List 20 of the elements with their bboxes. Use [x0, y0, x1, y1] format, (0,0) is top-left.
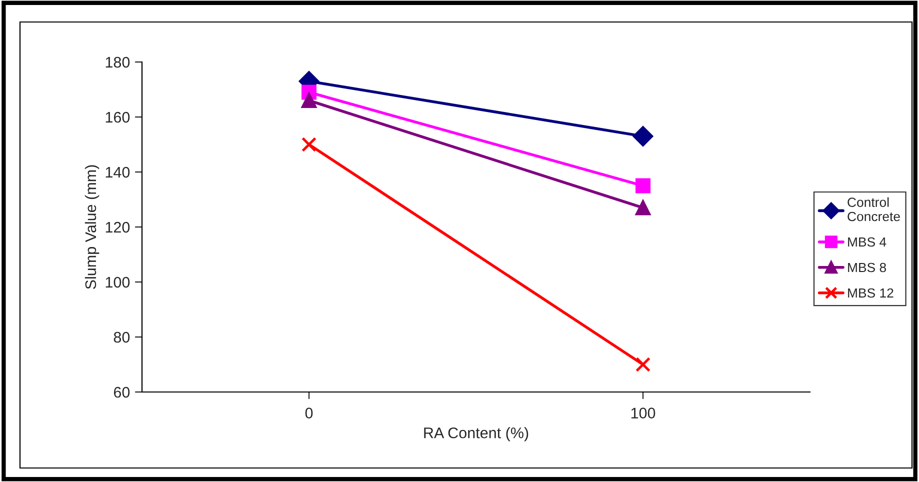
- point: [632, 126, 654, 146]
- y-axis-title: Slump Value (mm): [84, 165, 100, 289]
- point: [636, 178, 650, 194]
- legend-label: MBS 8: [848, 262, 886, 272]
- point: [302, 93, 316, 108]
- point: [636, 357, 650, 372]
- y-tick-label: 180: [106, 56, 130, 68]
- x-axis-title: RA Content (%): [424, 427, 528, 442]
- y-tick-label: 100: [106, 276, 130, 288]
- y-tick-label: 120: [106, 222, 130, 233]
- x-tick-label: 0: [305, 408, 313, 418]
- y-tick-label: 140: [106, 166, 130, 178]
- point: [636, 200, 650, 216]
- legend-label: MBS 12: [848, 288, 894, 298]
- y-tick-label: 80: [114, 332, 130, 343]
- legend-label: Control Concrete: [848, 197, 900, 222]
- legend-label: MBS 4: [848, 237, 886, 247]
- y-tick-label: 160: [106, 112, 130, 123]
- point: [302, 137, 316, 152]
- y-tick-label: 60: [114, 386, 130, 398]
